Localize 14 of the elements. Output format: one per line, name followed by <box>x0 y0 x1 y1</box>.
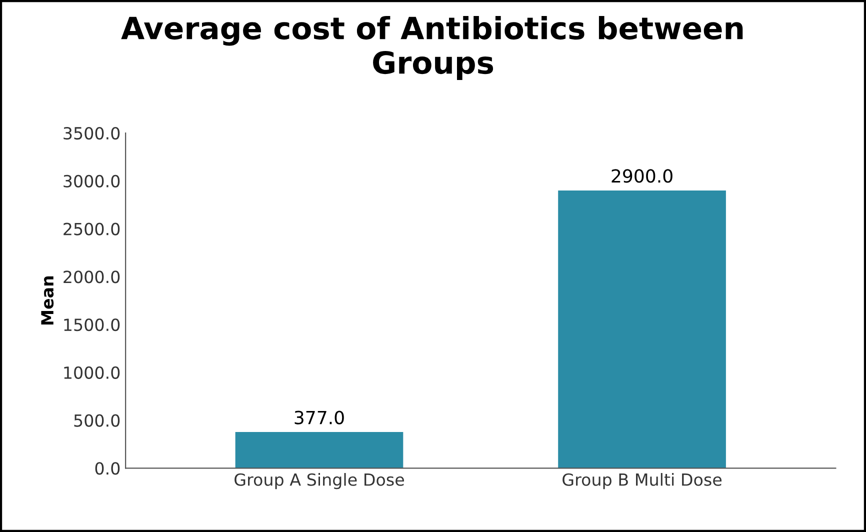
y-tick-label: 3000.0 <box>64 174 120 188</box>
y-tick-label: 0.0 <box>95 462 120 475</box>
chart-title: Average cost of Antibiotics between Groups <box>121 16 743 80</box>
data-label: 377.0 <box>294 410 344 424</box>
x-tick-label: Group A Single Dose <box>234 473 404 490</box>
y-tick-label: 1500.0 <box>64 318 120 332</box>
x-tick-label: Group B Multi Dose <box>562 473 722 490</box>
y-tick-label: 3500.0 <box>64 126 120 140</box>
y-tick-label: 2500.0 <box>64 222 120 236</box>
y-tick-label: 1000.0 <box>64 366 120 379</box>
data-label: 2900.0 <box>612 169 672 183</box>
y-tick-label: 500.0 <box>74 414 120 427</box>
y-axis-title: Mean <box>41 276 54 325</box>
y-tick-label: 2000.0 <box>64 270 120 284</box>
